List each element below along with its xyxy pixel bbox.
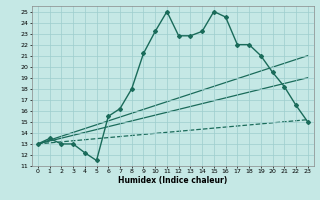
X-axis label: Humidex (Indice chaleur): Humidex (Indice chaleur) — [118, 176, 228, 185]
